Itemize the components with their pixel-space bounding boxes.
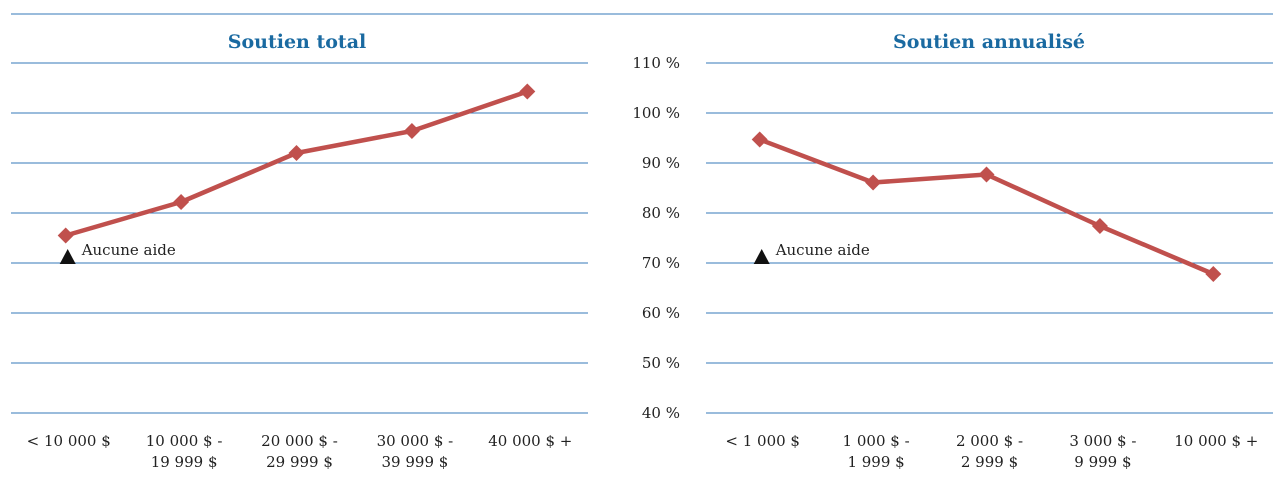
data-point-marker: [288, 145, 305, 161]
x-tick-label: < 1 000 $: [725, 432, 800, 450]
data-point-marker: [519, 83, 536, 100]
x-tick-label: 39 999 $: [382, 453, 449, 471]
data-point-marker: [1205, 266, 1222, 282]
y-tick-label: 110 %: [632, 54, 680, 72]
no-aid-triangle-marker: [753, 249, 770, 264]
x-tick-label: 9 999 $: [1074, 453, 1131, 471]
chart-soutien-total: Soutien total < 10 000 $ 10 000 $ - 19 999…: [11, 31, 588, 471]
x-tick-label: 40 000 $ +: [488, 432, 572, 450]
no-aid-label: Aucune aide: [775, 241, 870, 259]
data-point-marker: [1091, 218, 1108, 234]
x-tick-label: 1 000 $ -: [843, 432, 910, 450]
x-tick-label: 2 999 $: [961, 453, 1018, 471]
y-tick-label: 40 %: [642, 404, 680, 422]
x-tick-label: 2 000 $ -: [956, 432, 1023, 450]
x-tick-label: 1 999 $: [847, 453, 904, 471]
data-point-marker: [978, 166, 995, 183]
x-tick-label: 10 000 $ -: [146, 432, 223, 450]
x-tick-label: 30 000 $ -: [377, 432, 454, 450]
y-tick-label: 100 %: [632, 104, 680, 122]
x-tick-label: < 10 000 $: [27, 432, 111, 450]
data-point-marker: [173, 194, 190, 210]
x-tick-label: 20 000 $ -: [261, 432, 338, 450]
y-tick-label: 60 %: [642, 304, 680, 322]
chart-title: Soutien annualisé: [893, 31, 1085, 53]
no-aid-label: Aucune aide: [81, 241, 176, 259]
data-point-marker: [57, 227, 74, 244]
y-tick-label: 90 %: [642, 154, 680, 172]
x-tick-label: 10 000 $ +: [1174, 432, 1258, 450]
no-aid-triangle-marker: [59, 249, 76, 264]
data-point-marker: [403, 123, 420, 139]
data-point-marker: [751, 131, 768, 148]
x-tick-label: 3 000 $ -: [1069, 432, 1136, 450]
data-point-marker: [865, 174, 882, 191]
chart-soutien-annualise: Soutien annualisé 40 % 50 % 60 % 70 % 80 % 90…: [632, 31, 1273, 471]
x-tick-label: 19 999 $: [151, 453, 218, 471]
y-tick-label: 80 %: [642, 204, 680, 222]
chart-title: Soutien total: [228, 31, 366, 53]
y-tick-label: 70 %: [642, 254, 680, 272]
y-tick-label: 50 %: [642, 354, 680, 372]
x-tick-label: 29 999 $: [266, 453, 333, 471]
